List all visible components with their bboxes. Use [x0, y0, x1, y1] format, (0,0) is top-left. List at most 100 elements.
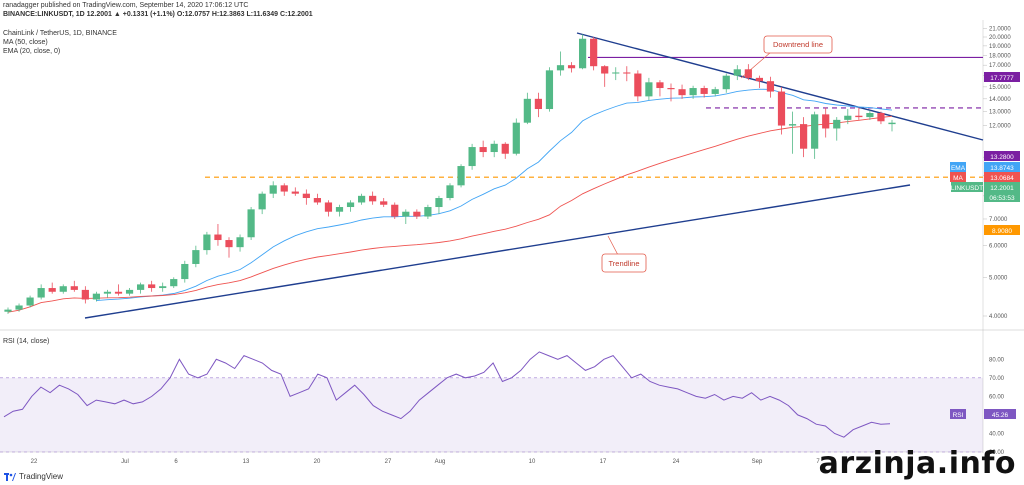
candle-body[interactable]: [302, 193, 310, 199]
candle-body[interactable]: [755, 77, 763, 82]
candle-body[interactable]: [811, 114, 819, 149]
candle-body[interactable]: [81, 289, 89, 300]
candle-body[interactable]: [247, 209, 255, 238]
candle-body[interactable]: [280, 185, 288, 192]
candle-body[interactable]: [722, 75, 730, 90]
candle-body[interactable]: [501, 143, 509, 154]
candle-body[interactable]: [479, 147, 487, 153]
candle-body[interactable]: [645, 82, 653, 97]
candle-body[interactable]: [413, 211, 421, 217]
candle-body[interactable]: [291, 191, 299, 194]
ema-legend[interactable]: EMA (20, close, 0): [3, 48, 61, 55]
candle-body[interactable]: [689, 88, 697, 96]
candle-body[interactable]: [523, 98, 531, 123]
candle-body[interactable]: [214, 234, 222, 241]
candle-body[interactable]: [534, 98, 542, 110]
candle-body[interactable]: [855, 115, 863, 118]
candle-body[interactable]: [380, 201, 388, 205]
ma-line[interactable]: [7, 115, 893, 313]
candle-body[interactable]: [777, 91, 786, 126]
candle-body[interactable]: [556, 65, 565, 71]
candle-body[interactable]: [170, 279, 178, 287]
candle-body[interactable]: [590, 38, 598, 67]
candle-body[interactable]: [258, 193, 266, 210]
candle-body[interactable]: [700, 88, 708, 94]
candle-body[interactable]: [788, 124, 797, 126]
level-high-label: 17.7777: [990, 75, 1014, 82]
candle-body[interactable]: [833, 119, 841, 129]
publish-info: ranadagger published on TradingView.com,…: [3, 2, 249, 9]
candle-body[interactable]: [103, 291, 112, 294]
candle-body[interactable]: [435, 198, 443, 208]
candle-body[interactable]: [159, 286, 167, 289]
candle-body[interactable]: [512, 122, 520, 154]
uptrend-line[interactable]: [84, 184, 911, 319]
candle-body[interactable]: [225, 240, 233, 248]
candle-body[interactable]: [678, 89, 686, 96]
candle-body[interactable]: [733, 69, 741, 76]
candle-body[interactable]: [59, 286, 67, 292]
candle-body[interactable]: [4, 309, 12, 312]
candle-body[interactable]: [468, 147, 476, 167]
candle-body[interactable]: [48, 288, 56, 292]
rsi-line[interactable]: [3, 351, 891, 438]
rsi-tag: RSI: [953, 412, 964, 419]
candle-body[interactable]: [358, 195, 366, 203]
price-tick-label: 15.0000: [989, 85, 1011, 91]
candle-body[interactable]: [446, 185, 454, 199]
candle-body[interactable]: [567, 65, 576, 69]
ema-line[interactable]: [96, 88, 893, 302]
candle-body[interactable]: [711, 89, 719, 94]
candle-body[interactable]: [744, 69, 752, 78]
candle-body[interactable]: [402, 211, 410, 217]
candle-body[interactable]: [15, 305, 23, 310]
candle-body[interactable]: [766, 81, 775, 92]
candle-body[interactable]: [656, 82, 664, 89]
candle-body[interactable]: [26, 297, 34, 306]
candle-body[interactable]: [866, 113, 874, 118]
candle-body[interactable]: [545, 70, 554, 110]
candle-body[interactable]: [634, 73, 642, 97]
candle-body[interactable]: [822, 114, 830, 129]
candle-body[interactable]: [192, 250, 200, 264]
candle-body[interactable]: [877, 113, 885, 122]
candle-body[interactable]: [391, 204, 399, 217]
candle-body[interactable]: [800, 124, 808, 149]
candle-body[interactable]: [346, 202, 355, 208]
candle-body[interactable]: [125, 289, 134, 294]
candle-body[interactable]: [612, 72, 620, 74]
candle-body[interactable]: [667, 88, 675, 90]
candle-body[interactable]: [37, 288, 45, 298]
candle-body[interactable]: [369, 195, 377, 202]
candle-body[interactable]: [424, 207, 432, 217]
candle-body[interactable]: [203, 234, 211, 251]
candle-body[interactable]: [579, 38, 587, 69]
level-low-label: 8.9080: [992, 228, 1012, 235]
candle-body[interactable]: [269, 185, 277, 194]
candle-body[interactable]: [888, 122, 896, 125]
ma-tag: MA: [953, 175, 963, 182]
downtrend-line[interactable]: [576, 32, 984, 141]
time-tick-label: 17: [600, 459, 607, 465]
candle-body[interactable]: [114, 291, 123, 294]
candle-body[interactable]: [844, 115, 852, 120]
candle-body[interactable]: [137, 284, 145, 290]
rsi-legend[interactable]: RSI (14, close): [3, 338, 50, 345]
candle-body[interactable]: [335, 207, 344, 212]
candle-body[interactable]: [181, 263, 189, 280]
candle-body[interactable]: [148, 284, 156, 289]
time-tick-label: 7: [816, 459, 820, 465]
rsi-tick-label: 80.00: [989, 357, 1005, 363]
candle-body[interactable]: [601, 66, 609, 74]
candle-body[interactable]: [490, 143, 498, 153]
candle-body[interactable]: [92, 293, 100, 300]
candle-body[interactable]: [457, 166, 465, 186]
candle-body[interactable]: [324, 202, 333, 212]
tradingview-logo[interactable]: TradingView: [4, 472, 63, 481]
candle-body[interactable]: [623, 72, 631, 74]
ma-legend[interactable]: MA (50, close): [3, 39, 48, 46]
candle-body[interactable]: [236, 237, 244, 248]
candle-body[interactable]: [70, 286, 78, 290]
candle-body[interactable]: [313, 198, 321, 203]
